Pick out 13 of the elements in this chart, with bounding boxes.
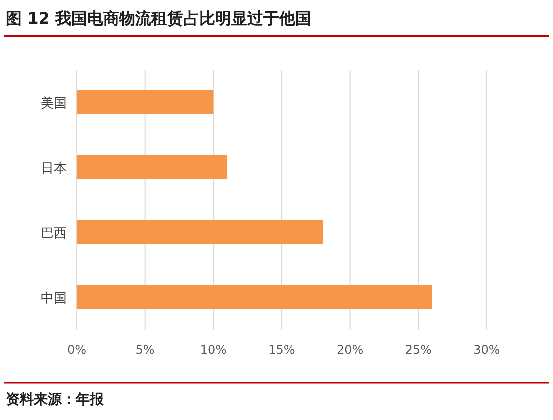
- y-tick-label: 美国: [41, 96, 67, 112]
- x-tick-label: 0%: [67, 343, 87, 357]
- x-tick-label: 10%: [200, 343, 228, 357]
- x-tick-label: 20%: [336, 343, 364, 357]
- x-tick-label: 5%: [136, 343, 155, 357]
- text: 资料来源：年报: [6, 392, 105, 408]
- title: 图 12 我国电商物流租赁占比明显过于他国: [6, 9, 312, 28]
- y-tick-label: 日本: [41, 162, 67, 176]
- x-tick-label: 25%: [405, 343, 432, 357]
- x-tick-label: 15%: [268, 343, 296, 357]
- y-tick-label: 中国: [41, 292, 67, 306]
- x-tick-label: 30%: [474, 343, 500, 357]
- y-tick-label: 巴西: [41, 226, 67, 242]
